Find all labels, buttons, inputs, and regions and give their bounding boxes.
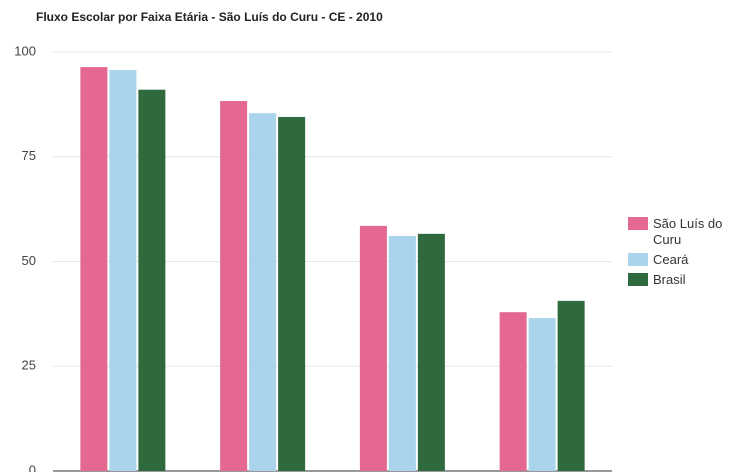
bar (359, 225, 387, 471)
legend-swatch (628, 273, 648, 286)
bar (249, 113, 277, 471)
legend: São Luís do Curu Ceará Brasil (628, 216, 752, 292)
legend-item: Brasil (628, 272, 752, 288)
legend-swatch (628, 217, 648, 230)
bar (557, 300, 585, 471)
bar (220, 101, 248, 471)
legend-label: São Luís do Curu (653, 216, 723, 247)
bar (417, 233, 445, 471)
legend-swatch (628, 253, 648, 266)
bar (278, 116, 306, 471)
chart-title: Fluxo Escolar por Faixa Etária - São Luí… (36, 10, 383, 24)
legend-label: Brasil (653, 272, 686, 287)
bar (388, 235, 416, 471)
y-tick-label: 25 (22, 358, 36, 373)
y-tick-label: 0 (29, 462, 36, 472)
y-tick-label: 50 (22, 253, 36, 268)
bar (138, 89, 166, 472)
legend-label: Ceará (653, 252, 689, 267)
bar (109, 70, 137, 471)
legend-item: Ceará (628, 252, 752, 268)
legend-item: São Luís do Curu (628, 216, 752, 248)
bar (528, 318, 556, 471)
bar (80, 67, 108, 472)
bar (499, 312, 527, 471)
y-tick-label: 75 (22, 148, 36, 163)
y-tick-label: 100 (14, 43, 36, 58)
